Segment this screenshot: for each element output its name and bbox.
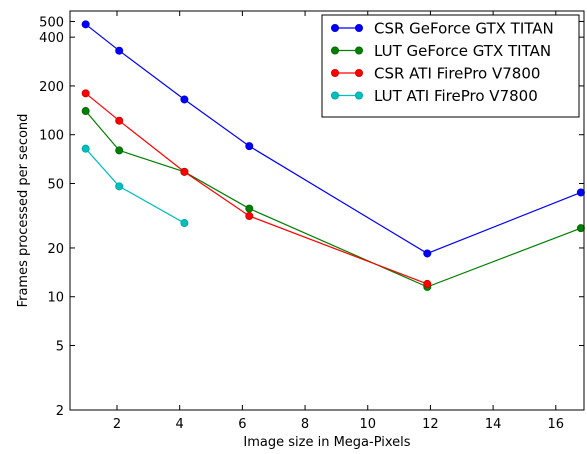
x-tick-label: 8 [301,417,309,432]
x-tick-label: 12 [422,417,439,432]
x-tick-label: 14 [485,417,502,432]
data-point [180,95,189,104]
legend-marker [330,23,339,32]
x-tick-label: 16 [548,417,565,432]
legend-entry: LUT GeForce GTX TITAN [330,42,551,60]
data-point [81,107,90,116]
y-axis-label: Frames processed per second [16,114,31,308]
data-point [423,249,432,258]
legend-box [321,14,580,118]
legend: CSR GeForce GTX TITAN LUT GeForce GTX TIT… [321,14,580,118]
data-point [115,116,124,125]
x-tick-label: 4 [176,417,184,432]
y-tick-label: 5 [56,340,64,355]
legend-entry: CSR GeForce GTX TITAN [330,20,554,38]
series-3 [81,89,432,288]
legend-marker [354,23,363,32]
legend-label: LUT GeForce GTX TITAN [374,42,551,60]
data-point [245,211,254,220]
series-2 [81,107,585,291]
series-line [85,23,582,255]
y-tick-label: 200 [39,80,64,95]
x-tick-label: 2 [113,417,121,432]
y-tick-label: 400 [39,31,64,46]
y-tick-label: 500 [39,15,64,30]
data-point [423,279,432,288]
data-point [245,204,254,213]
legend-label: CSR ATI FirePro V7800 [374,65,540,83]
legend-entry: LUT ATI FirePro V7800 [330,87,538,105]
data-point [576,224,585,233]
data-point [81,144,90,153]
y-tick-label: 100 [39,129,64,144]
series-1 [81,20,585,258]
data-point [576,188,585,197]
y-tick-label: 50 [47,177,64,192]
data-point [180,219,189,228]
legend-marker [354,69,363,78]
legend-marker [330,91,339,100]
y-tick-label: 20 [47,242,64,257]
x-axis-label: Image size in Mega-Pixels [243,435,410,450]
plot-area [81,20,585,291]
legend-marker [330,46,339,55]
y-tick-label: 2 [56,404,64,419]
data-point [115,46,124,55]
legend-marker [354,91,363,100]
data-point [115,146,124,155]
legend-entry: CSR ATI FirePro V7800 [330,65,540,83]
series-line [85,110,582,288]
data-point [245,142,254,151]
series-4 [81,144,189,228]
axes-frame [69,10,585,411]
legend-marker [330,69,339,78]
data-point [81,89,90,98]
data-point [180,167,189,176]
legend-label: LUT ATI FirePro V7800 [374,87,538,105]
data-point [81,20,90,29]
x-tick-label: 10 [359,417,376,432]
legend-marker [354,46,363,55]
data-point [115,182,124,191]
x-tick-label: 6 [238,417,246,432]
y-tick-label: 10 [47,291,64,306]
series-line [85,92,428,285]
legend-label: CSR GeForce GTX TITAN [374,20,554,38]
